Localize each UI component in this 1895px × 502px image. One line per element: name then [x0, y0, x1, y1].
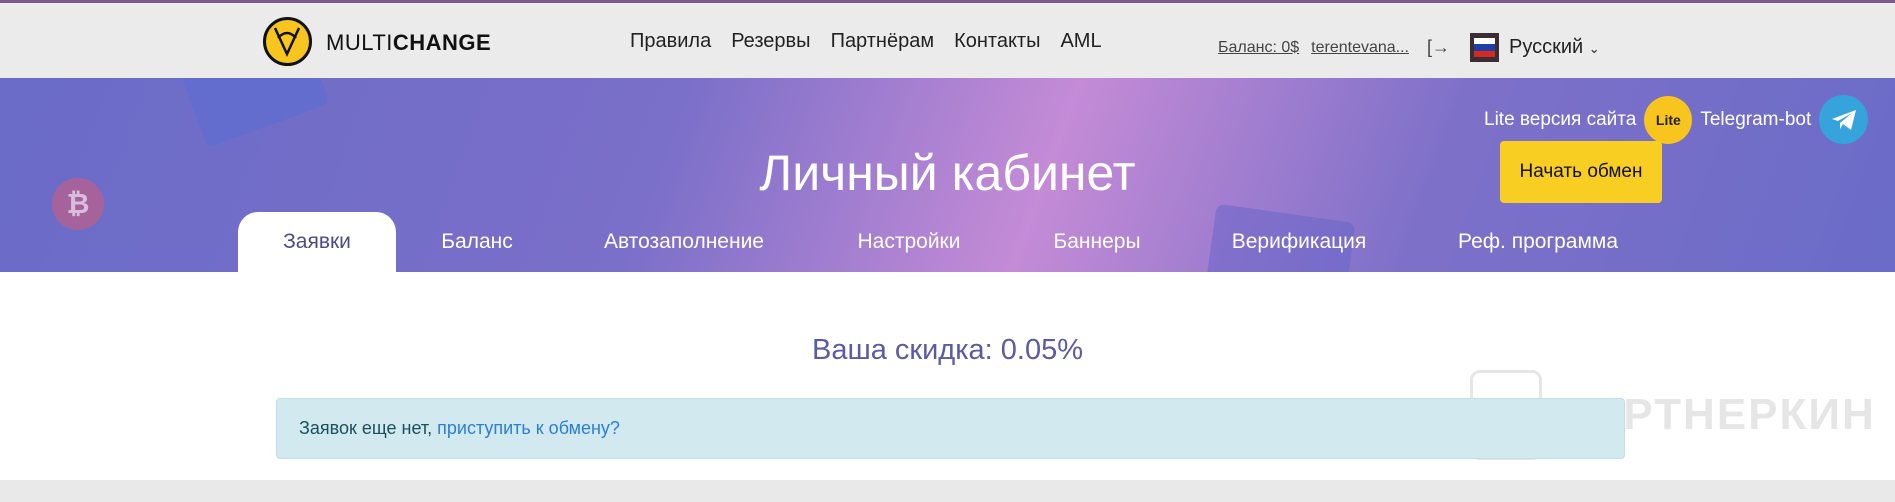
brand-bold: CHANGE [392, 30, 492, 55]
account-area: Баланс: 0$ terentevana... [→ Русский ⌄ [1218, 33, 1600, 62]
language-select[interactable]: Русский ⌄ [1509, 36, 1600, 59]
tab-balance[interactable]: Баланс [441, 230, 513, 253]
tab-autofill[interactable]: Автозаполнение [604, 230, 764, 253]
user-link[interactable]: terentevana... [1311, 38, 1409, 56]
tab-orders[interactable]: Заявки [238, 212, 396, 272]
tab-verification[interactable]: Верификация [1231, 230, 1367, 253]
brand-name[interactable]: MULTICHANGE [326, 30, 491, 56]
discount-text: Ваша скидка: 0.05% [811, 334, 1084, 366]
banner: ₿ Личный кабинет Lite версия сайта Lite … [0, 78, 1895, 272]
start-exchange-link[interactable]: приступить к обмену? [437, 418, 620, 438]
bitcoin-icon: ₿ [52, 178, 104, 230]
nav-rules[interactable]: Правила [630, 30, 712, 52]
language-label: Русский [1509, 36, 1584, 58]
tab-bar: Заявки Баланс Автозаполнение Настройки Б… [0, 212, 1895, 272]
alert-text: Заявок еще нет, [299, 418, 433, 438]
telegram-icon[interactable] [1819, 95, 1869, 144]
nav-reserves[interactable]: Резервы [731, 30, 811, 52]
logo-icon[interactable] [263, 17, 312, 66]
page-title: Личный кабинет [759, 145, 1136, 201]
tab-referral[interactable]: Реф. программа [1457, 230, 1619, 253]
brand-light: MULTI [326, 30, 393, 55]
nav-contacts[interactable]: Контакты [954, 30, 1041, 52]
nav-partners[interactable]: Партнёрам [830, 30, 935, 52]
tab-banners[interactable]: Баннеры [1053, 230, 1141, 253]
quick-links: Lite версия сайта Lite Telegram-bot [1484, 95, 1869, 144]
lite-version-link[interactable]: Lite версия сайта [1484, 108, 1637, 130]
logout-icon[interactable]: [→ [1427, 37, 1451, 57]
balance-link[interactable]: Баланс: 0$ [1218, 38, 1300, 56]
card-illustration [180, 78, 330, 148]
lite-badge-icon[interactable]: Lite [1644, 95, 1693, 144]
start-exchange-button[interactable]: Начать обмен [1500, 141, 1662, 203]
nav-aml[interactable]: AML [1060, 30, 1102, 52]
chevron-down-icon: ⌄ [1588, 41, 1600, 56]
main-nav: Правила Резервы Партнёрам Контакты AML [630, 30, 1102, 53]
top-border [0, 0, 1895, 3]
telegram-bot-link[interactable]: Telegram-bot [1700, 108, 1812, 130]
header: MULTICHANGE Правила Резервы Партнёрам Ко… [0, 3, 1895, 78]
no-orders-alert: Заявок еще нет, приступить к обмену? [276, 398, 1625, 459]
russia-flag-icon [1470, 33, 1500, 62]
footer [0, 480, 1895, 502]
tab-settings[interactable]: Настройки [857, 230, 961, 253]
